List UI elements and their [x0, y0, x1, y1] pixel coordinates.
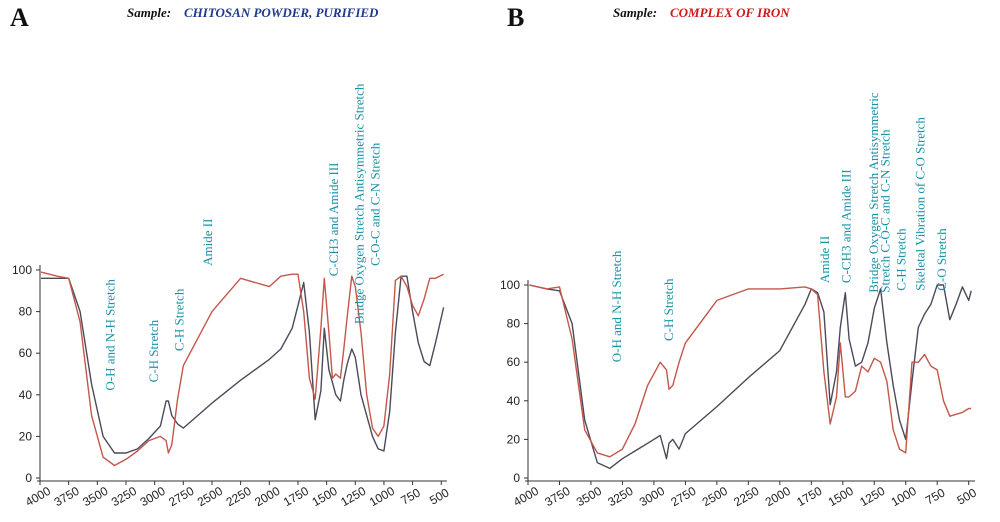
x-tick-label: 1750	[794, 484, 824, 510]
x-tick-label: 1000	[367, 484, 397, 510]
x-tick-label: 3750	[542, 484, 572, 510]
x-tick-label: 750	[398, 485, 423, 507]
x-tick-label: 750	[923, 485, 948, 507]
panel-label: A	[10, 3, 29, 32]
x-tick-label: 3500	[80, 484, 110, 510]
x-tick-label: 2000	[252, 484, 282, 510]
band-annotation: C-H Stretch	[894, 228, 909, 291]
band-annotation: Skeletal Vibration of C-O Stretch	[913, 117, 928, 291]
y-tick-label: 0	[25, 471, 32, 485]
band-annotation: C-CH3 and Amide III	[326, 163, 341, 277]
y-tick-label: 0	[513, 471, 520, 485]
band-annotation: C-O Stretch	[934, 228, 949, 291]
x-tick-label: 2750	[166, 484, 196, 510]
x-tick-label: 4000	[511, 484, 541, 510]
x-tick-label: 2250	[731, 484, 761, 510]
y-tick-label: 20	[19, 429, 33, 443]
y-tick-label: 20	[507, 432, 521, 446]
x-tick-label: 3000	[138, 484, 168, 510]
y-tick-label: 80	[19, 305, 33, 319]
x-tick-label: 1500	[310, 484, 340, 510]
x-tick-label: 3250	[605, 484, 635, 510]
band-annotation: Bridge Oxygen Stretch Antisymmetric	[866, 92, 881, 293]
sample-prefix: Sample:	[613, 5, 657, 20]
y-tick-label: 80	[507, 317, 521, 331]
x-tick-label: 2500	[195, 484, 225, 510]
band-annotation: C-H Stretch	[661, 278, 676, 341]
x-tick-label: 2000	[763, 484, 793, 510]
x-tick-label: 500	[427, 485, 452, 507]
x-tick-label: 1250	[857, 484, 887, 510]
y-tick-label: 40	[507, 394, 521, 408]
band-annotation: Amide II	[200, 219, 215, 266]
y-tick-label: 100	[12, 263, 32, 277]
x-tick-label: 500	[955, 485, 980, 507]
band-annotation: C-O-C and C-N Stretch	[367, 142, 382, 266]
series-line-1	[529, 284, 972, 470]
band-annotation: C-H Stretch	[146, 319, 161, 382]
x-tick-label: 3500	[574, 484, 604, 510]
x-tick-label: 2250	[224, 484, 254, 510]
y-tick-label: 60	[507, 355, 521, 369]
y-tick-label: 40	[19, 388, 33, 402]
band-annotation: Amide II	[817, 236, 832, 283]
x-tick-label: 1500	[826, 484, 856, 510]
x-tick-label: 4000	[23, 484, 53, 510]
x-tick-label: 3250	[109, 484, 139, 510]
y-tick-label: 60	[19, 346, 33, 360]
series-line-2	[529, 284, 972, 458]
band-annotation: C-H Stretch	[171, 288, 186, 351]
sample-prefix: Sample:	[127, 5, 171, 20]
band-annotation: Stretch C-O-C and C-N Stretch	[877, 129, 892, 293]
x-tick-label: 2500	[700, 484, 730, 510]
band-annotation: O-H and N-H Stretch	[609, 250, 624, 362]
band-annotation: Bridge Oxygen Stretch Antisymmetric Stre…	[351, 83, 366, 324]
x-tick-label: 1750	[281, 484, 311, 510]
sample-name: CHITOSAN POWDER, PURIFIED	[184, 5, 379, 20]
x-tick-label: 1250	[338, 484, 368, 510]
x-tick-label: 3750	[52, 484, 82, 510]
series-line-2	[40, 271, 444, 467]
sample-name: COMPLEX OF IRON	[670, 5, 790, 20]
panel-a: A Sample: CHITOSAN POWDER, PURIFIED 0 20 40 60…	[10, 3, 452, 509]
y-tick-label: 100	[500, 278, 520, 292]
x-tick-label: 3000	[637, 484, 667, 510]
band-annotation: O-H and N-H Stretch	[103, 279, 118, 391]
x-tick-label: 2750	[668, 484, 698, 510]
band-annotation: C-CH3 and Amide III	[838, 169, 853, 283]
x-tick-label: 1000	[889, 484, 919, 510]
series-line-1	[41, 275, 445, 454]
panel-label: B	[507, 3, 524, 32]
